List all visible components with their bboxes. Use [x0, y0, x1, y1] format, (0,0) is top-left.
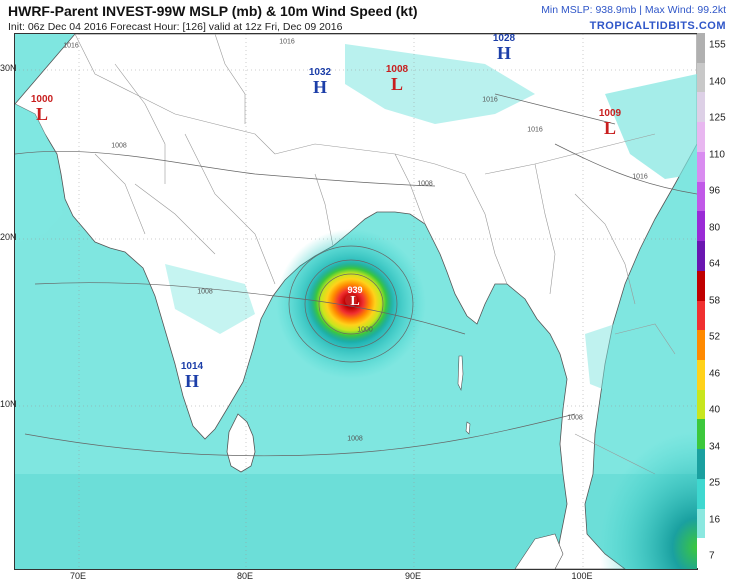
storm-stats: Min MSLP: 938.9mb | Max Wind: 99.2kt: [541, 4, 726, 16]
isobar-label: 1016: [482, 96, 498, 104]
colorbar-label: 140: [709, 76, 726, 87]
land-sumatra: [514, 533, 564, 569]
colorbar-label: 34: [709, 441, 721, 452]
colorbar-segment: [697, 478, 705, 510]
colorbar-segment: [697, 300, 705, 331]
isobar-label: 1016: [632, 173, 648, 181]
colorbar-label: 155: [709, 39, 726, 51]
isobar-label: 1008: [567, 414, 583, 422]
colorbar-segment: [697, 270, 705, 301]
isobar-label: 1016: [279, 38, 295, 46]
colorbar-label: 96: [709, 185, 721, 197]
lon-label: 100E: [571, 571, 593, 581]
low-pressure-center: 1009 L: [598, 108, 622, 138]
colorbar-segment: [697, 62, 705, 93]
colorbar-label: 125: [709, 112, 726, 124]
colorbar-label: 40: [709, 404, 721, 416]
land-sri-lanka: [226, 413, 256, 473]
colorbar-segment: [697, 181, 705, 212]
colorbar-segment: [697, 241, 705, 272]
land-andaman: [457, 355, 464, 392]
low-pressure-center: 1000 L: [30, 94, 54, 124]
high-pressure-center: 1028 H: [492, 33, 516, 63]
high-pressure-center: 1032 H: [308, 67, 332, 97]
cyclone-eye: [345, 294, 357, 306]
colorbar-segment: [697, 211, 705, 242]
lon-label: 70E: [69, 571, 87, 581]
map-canvas: [15, 34, 697, 569]
wind-patch-east: [605, 74, 697, 179]
cyclone-center: 939 L: [347, 285, 363, 309]
corner-wind: [575, 424, 697, 569]
wind-patch-tibet: [345, 44, 535, 124]
wind-patch-west: [15, 104, 63, 244]
colorbar-label: 46: [709, 368, 721, 379]
isobars: [15, 93, 697, 457]
lat-label: 10N: [0, 399, 17, 409]
isobar-label: 1008: [347, 435, 363, 443]
colorbar-segment: [697, 449, 705, 480]
colorbar-label: 64: [709, 258, 721, 270]
lon-label: 90E: [404, 571, 422, 581]
colorbar-segment: [697, 330, 705, 361]
isobar-label: 1016: [527, 126, 543, 134]
colorbar-label: 80: [709, 222, 721, 233]
map-subtitle: Init: 06z Dec 04 2016 Forecast Hour: [12…: [8, 21, 343, 33]
isobar-label: 1008: [197, 288, 213, 296]
colorbar-segment: [697, 92, 705, 123]
lon-label: 80E: [236, 571, 254, 581]
isobar-label: 1000: [357, 326, 373, 334]
wind-speed-colorbar: [697, 33, 705, 569]
colorbar-segment: [697, 122, 705, 153]
isobar-label: 1016: [63, 42, 79, 50]
colorbar-segment: [697, 33, 705, 64]
lat-label: 30N: [0, 63, 17, 73]
colorbar-label: 7: [709, 550, 715, 562]
colorbar-label: 58: [709, 295, 721, 306]
colorbar-segment: [697, 151, 705, 183]
colorbar-segment: [697, 359, 705, 391]
map-title: HWRF-Parent INVEST-99W MSLP (mb) & 10m W…: [8, 3, 418, 19]
wind-patch-burma: [585, 324, 630, 394]
wind-patch-deccan: [165, 264, 255, 334]
site-brand: TROPICALTIDBITS.COM: [589, 20, 726, 32]
lat-label: 20N: [0, 232, 17, 242]
colorbar-segment: [697, 419, 705, 450]
isobar-label: 1008: [417, 180, 433, 188]
colorbar-label: 52: [709, 331, 721, 343]
low-pressure-center: 1008 L: [385, 64, 409, 94]
colorbar-segment: [697, 538, 705, 569]
map-panel[interactable]: 1016 1016 1008 1008 1008 1008 1000 1016 …: [14, 33, 698, 570]
colorbar-segment: [697, 389, 705, 420]
high-pressure-center: 1014 H: [180, 361, 204, 391]
colorbar-label: 25: [709, 477, 721, 489]
isobar-label: 1008: [111, 142, 127, 150]
colorbar-label: 110: [709, 149, 725, 160]
colorbar-segment: [697, 508, 705, 539]
land-nicobar: [465, 421, 471, 435]
colorbar-label: 16: [709, 514, 721, 525]
